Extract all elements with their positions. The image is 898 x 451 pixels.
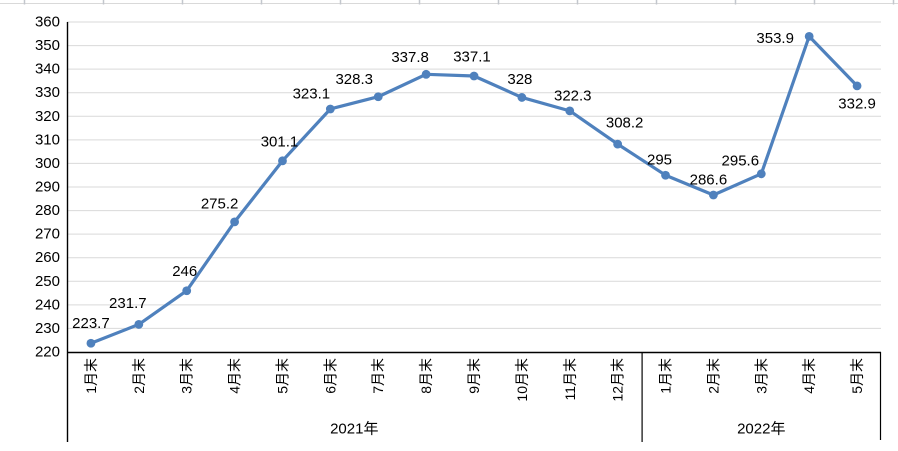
x-axis-category-label: 2月末 <box>131 358 147 394</box>
x-axis-category-label: 7月末 <box>370 358 386 394</box>
x-axis-year-label: 2022年 <box>737 421 785 438</box>
data-point-label: 322.3 <box>554 87 592 104</box>
y-axis-tick-label: 270 <box>35 226 60 243</box>
data-point-marker <box>373 92 383 102</box>
x-axis-category-label: 3月末 <box>753 358 769 394</box>
data-point-label: 223.7 <box>72 315 110 332</box>
data-point-label: 286.6 <box>690 172 728 189</box>
x-axis-category-label: 12月末 <box>610 358 626 402</box>
data-point-marker <box>182 286 192 296</box>
data-point-label: 231.7 <box>109 295 147 312</box>
data-point-marker <box>325 104 335 114</box>
data-point-label: 337.8 <box>391 49 429 66</box>
data-point-label: 337.1 <box>453 48 491 65</box>
data-point-marker <box>469 71 479 81</box>
x-axis-category-label: 4月末 <box>801 358 817 394</box>
y-axis-tick-label: 250 <box>35 273 60 290</box>
series-line <box>89 34 859 345</box>
x-axis-category-label: 11月末 <box>562 358 578 401</box>
data-point-marker <box>134 320 144 329</box>
data-point-marker <box>709 190 718 200</box>
x-axis-category-label: 2月末 <box>705 358 721 394</box>
y-axis-tick-label: 240 <box>35 296 60 313</box>
data-point-marker <box>756 169 766 179</box>
data-point-marker <box>852 81 862 91</box>
x-axis-category-label: 6月末 <box>322 358 338 394</box>
data-point-marker <box>278 156 287 166</box>
data-point-label: 275.2 <box>201 195 239 212</box>
y-axis-tick-label: 260 <box>35 249 60 266</box>
data-point-marker <box>421 69 431 79</box>
y-axis-tick-label: 320 <box>35 108 60 125</box>
data-point-label: 246 <box>172 263 197 280</box>
data-point-marker <box>517 93 527 102</box>
data-point-marker <box>804 31 814 41</box>
x-axis-category-label: 1月末 <box>83 358 99 394</box>
data-point-marker <box>613 139 623 149</box>
data-point-marker <box>565 106 575 116</box>
x-axis-category-label: 1月末 <box>658 358 674 394</box>
x-axis-category-label: 9月末 <box>466 358 482 394</box>
y-axis-tick-label: 280 <box>35 202 60 219</box>
y-axis-tick-label: 350 <box>35 37 60 54</box>
data-point-label: 323.1 <box>293 85 331 102</box>
data-point-marker <box>86 338 96 348</box>
data-point-label: 295.6 <box>722 152 760 169</box>
y-axis-tick-label: 330 <box>35 84 60 101</box>
y-axis-tick-label: 220 <box>35 344 60 361</box>
y-axis-tick-label: 300 <box>35 155 60 172</box>
x-axis-year-label: 2021年 <box>330 421 378 438</box>
data-point-label: 332.9 <box>838 95 876 112</box>
data-point-label: 301.1 <box>261 133 299 150</box>
y-axis-tick-label: 360 <box>35 14 60 31</box>
y-axis-tick-label: 230 <box>35 320 60 337</box>
x-axis-category-label: 5月末 <box>849 358 865 394</box>
y-axis-tick-label: 340 <box>35 61 60 78</box>
data-point-label: 328.3 <box>335 71 373 88</box>
y-axis-tick-label: 310 <box>35 131 60 148</box>
x-axis-category-label: 5月末 <box>274 358 290 394</box>
x-axis-category-label: 4月末 <box>227 358 243 394</box>
data-point-label: 353.9 <box>756 30 794 47</box>
data-point-label: 308.2 <box>606 115 644 132</box>
x-axis-category-label: 8月末 <box>418 358 434 394</box>
data-point-marker <box>661 170 670 180</box>
data-point-label: 328 <box>507 71 532 88</box>
y-axis-tick-label: 290 <box>35 179 60 196</box>
x-axis-category-label: 3月末 <box>179 358 195 394</box>
data-point-marker <box>230 217 239 227</box>
data-point-label: 295 <box>647 152 672 169</box>
x-axis-category-label: 10月末 <box>514 358 530 402</box>
